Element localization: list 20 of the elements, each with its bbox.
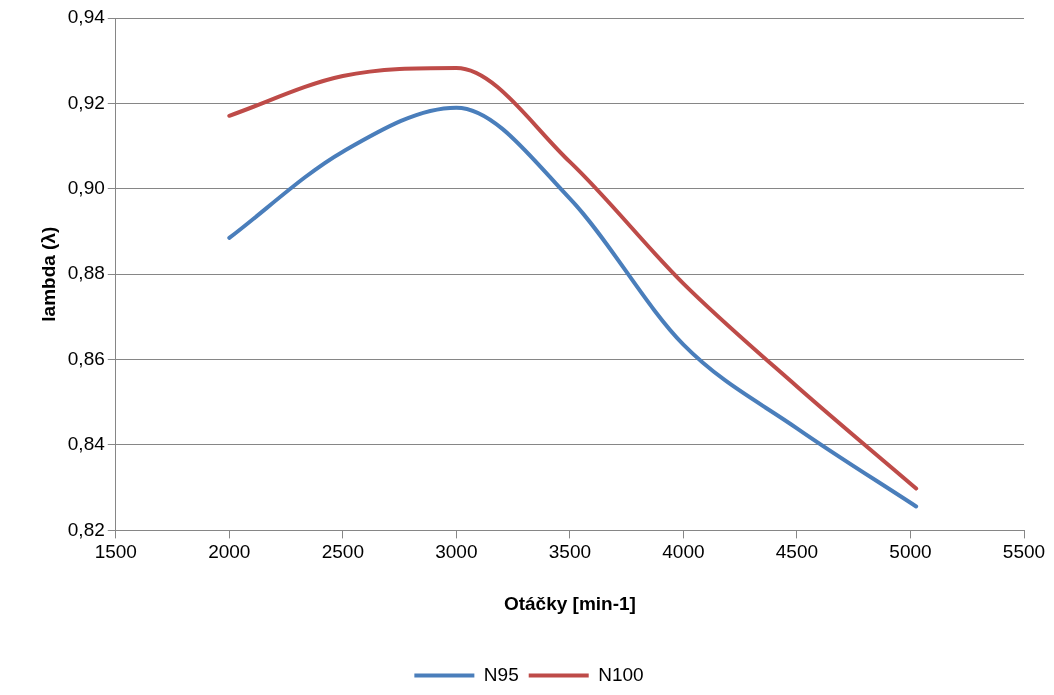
y-tick-label: 0,94 [67,6,106,28]
y-tick-label: 0,86 [67,347,105,369]
y-axis-title: lambda (λ) [37,226,59,322]
x-tick-label: 3500 [548,541,592,563]
y-tick-label: 0,88 [67,262,105,284]
y-tick-label: 0,84 [67,433,106,455]
legend-label: N95 [483,663,519,685]
x-tick-label: 2000 [208,541,251,563]
y-tick-label: 0,82 [67,518,105,540]
x-axis-title: Otáčky [min-1] [503,592,636,614]
x-tick-label: 1500 [94,541,137,563]
x-tick-label: 5000 [889,541,932,563]
x-tick-label: 3000 [435,541,478,563]
x-tick-label: 4500 [775,541,819,563]
legend-label: N100 [598,663,644,685]
y-tick-label: 0,90 [67,177,105,199]
x-tick-label: 4000 [662,541,705,563]
x-tick-label: 2500 [321,541,364,563]
y-tick-label: 0,92 [67,91,105,113]
x-tick-label: 5500 [1002,541,1046,563]
